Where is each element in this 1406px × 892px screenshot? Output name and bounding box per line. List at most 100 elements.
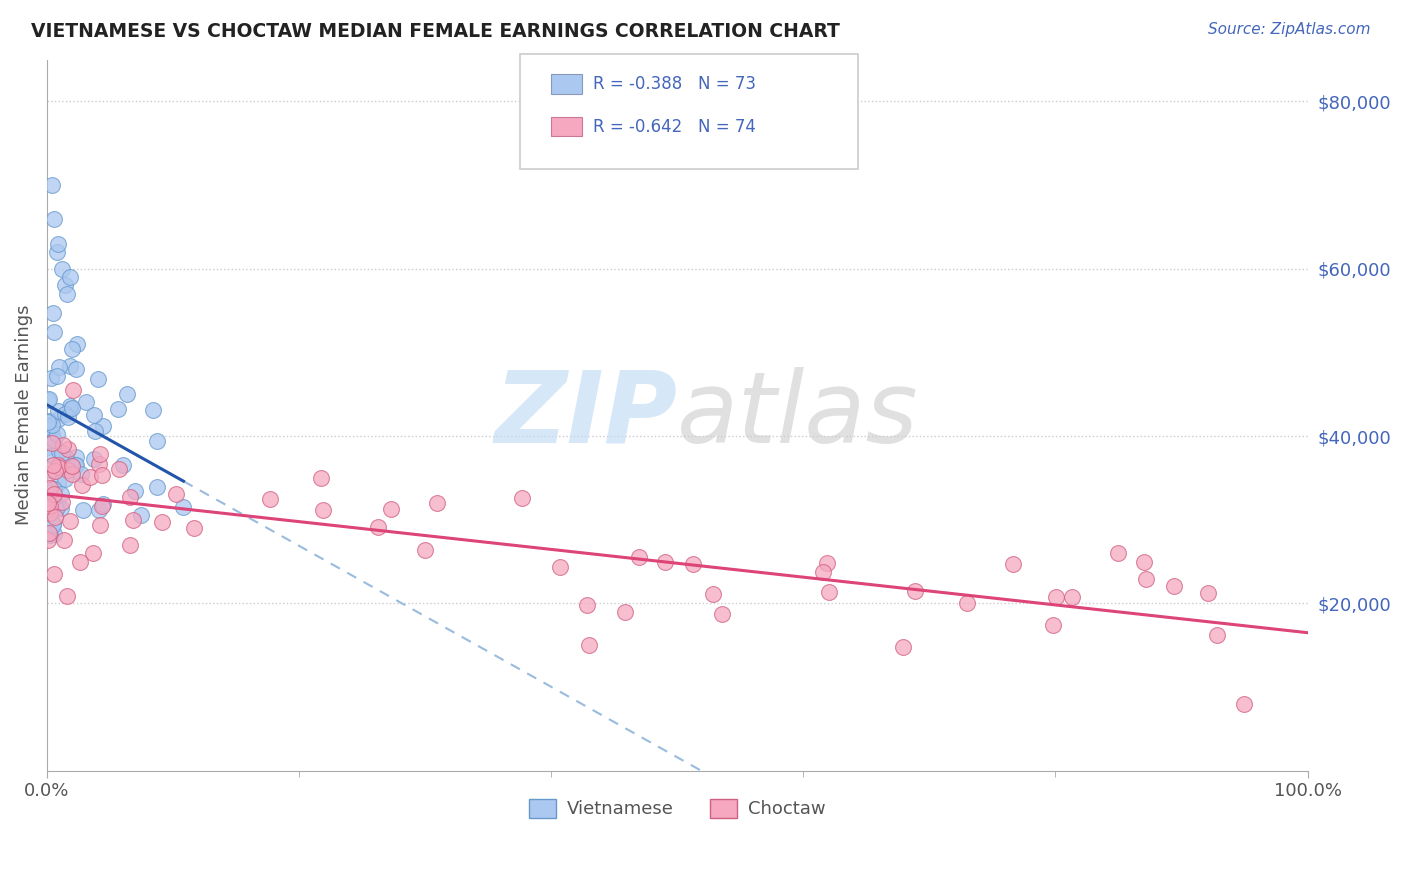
Point <box>122 513 145 527</box>
Point <box>52 438 75 452</box>
Point <box>39 499 62 513</box>
Point <box>111 458 134 472</box>
Point <box>83 452 105 467</box>
Point <box>90 499 112 513</box>
Point <box>44 527 66 541</box>
Point <box>150 515 173 529</box>
Point <box>46 236 69 251</box>
Point <box>41 418 63 433</box>
Point <box>44 211 66 226</box>
Point <box>37 440 59 454</box>
Point <box>46 499 69 513</box>
Point <box>38 414 60 428</box>
Point <box>578 638 600 652</box>
Point <box>37 419 59 434</box>
Point <box>1233 697 1256 711</box>
Point <box>682 557 704 571</box>
Point <box>91 497 114 511</box>
Point <box>72 503 94 517</box>
Point <box>44 567 66 582</box>
Point <box>59 399 82 413</box>
Point <box>42 433 65 447</box>
Point <box>52 533 75 547</box>
Point <box>42 325 65 339</box>
Point <box>1206 628 1229 642</box>
Point <box>115 387 138 401</box>
Point <box>41 427 63 442</box>
Point <box>38 525 60 540</box>
Point <box>1197 586 1219 600</box>
Point <box>1132 555 1154 569</box>
Point <box>37 467 59 481</box>
Point <box>108 462 131 476</box>
Point <box>183 521 205 535</box>
Point <box>165 487 187 501</box>
Point <box>380 502 402 516</box>
Point <box>44 510 66 524</box>
Point <box>39 481 62 495</box>
Point <box>146 480 169 494</box>
Point <box>1062 590 1084 604</box>
Point <box>65 450 87 465</box>
Point <box>628 550 651 565</box>
Point <box>46 412 69 426</box>
Point <box>49 487 72 501</box>
Point <box>142 403 165 417</box>
Point <box>56 589 79 603</box>
Point <box>815 556 838 570</box>
Legend: Vietnamese, Choctaw: Vietnamese, Choctaw <box>522 792 832 826</box>
Text: Source: ZipAtlas.com: Source: ZipAtlas.com <box>1208 22 1371 37</box>
Point <box>70 467 93 481</box>
Point <box>548 560 571 574</box>
Y-axis label: Median Female Earnings: Median Female Earnings <box>15 305 32 525</box>
Point <box>60 342 83 356</box>
Point <box>41 178 63 192</box>
Point <box>129 508 152 523</box>
Point <box>46 404 69 418</box>
Point <box>51 261 73 276</box>
Point <box>42 483 65 497</box>
Point <box>891 640 914 654</box>
Point <box>120 490 142 504</box>
Point <box>70 478 93 492</box>
Point <box>1107 546 1129 560</box>
Text: R = -0.642   N = 74: R = -0.642 N = 74 <box>593 118 756 136</box>
Point <box>46 475 69 490</box>
Point <box>39 370 62 384</box>
Point <box>575 598 598 612</box>
Point <box>66 337 89 351</box>
Point <box>53 278 76 293</box>
Point <box>702 587 724 601</box>
Point <box>44 464 66 478</box>
Point <box>55 451 77 466</box>
Point <box>60 401 83 416</box>
Point <box>51 494 73 508</box>
Text: VIETNAMESE VS CHOCTAW MEDIAN FEMALE EARNINGS CORRELATION CHART: VIETNAMESE VS CHOCTAW MEDIAN FEMALE EARN… <box>31 22 839 41</box>
Point <box>65 362 87 376</box>
Point <box>107 402 129 417</box>
Point <box>53 408 76 422</box>
Point <box>62 383 84 397</box>
Point <box>83 408 105 422</box>
Point <box>904 584 927 599</box>
Point <box>79 470 101 484</box>
Point <box>309 471 332 485</box>
Point <box>44 487 66 501</box>
Point <box>39 506 62 520</box>
Point <box>56 286 79 301</box>
Point <box>1045 590 1067 604</box>
Point <box>59 402 82 417</box>
Point <box>82 546 104 560</box>
Point <box>41 458 63 472</box>
Point <box>1002 558 1025 572</box>
Point <box>91 468 114 483</box>
Point <box>48 443 70 458</box>
Point <box>1163 579 1185 593</box>
Point <box>46 368 69 383</box>
Point <box>37 496 59 510</box>
Point <box>46 245 69 260</box>
Point <box>811 565 834 579</box>
Point <box>65 458 87 473</box>
Point <box>60 459 83 474</box>
Point <box>37 393 59 408</box>
